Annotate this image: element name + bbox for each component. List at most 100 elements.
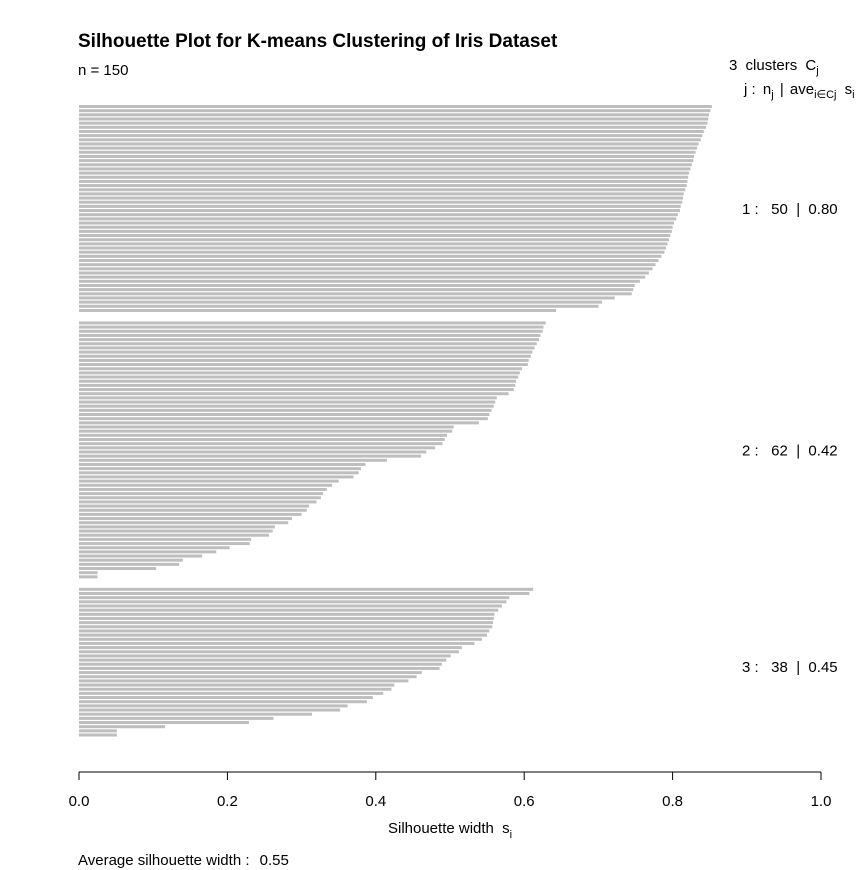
- silhouette-bar-c2-40: [79, 483, 333, 487]
- silhouette-bar-c1-22: [79, 192, 684, 196]
- silhouette-bar-c1-28: [79, 217, 677, 221]
- silhouette-bar-c1-48: [79, 300, 603, 304]
- x-ticks: 0.0 0.2 0.4 0.6 0.8 1.0: [69, 772, 831, 810]
- silhouette-bar-c1-27: [79, 213, 678, 217]
- x-tick-label-0: 0.0: [69, 793, 90, 810]
- legend-word: clusters: [746, 57, 798, 74]
- silhouette-bar-c2-29: [79, 437, 445, 441]
- silhouette-bar-c2-21: [79, 404, 494, 408]
- silhouette-bar-c2-31: [79, 446, 436, 450]
- silhouette-bar-c2-39: [79, 479, 339, 483]
- silhouette-bar-c2-19: [79, 396, 497, 400]
- silhouette-bar-c3-8: [79, 616, 494, 620]
- silhouette-bar-c2-14: [79, 375, 519, 379]
- silhouette-bar-c2-62: [79, 575, 98, 579]
- silhouette-bar-c1-3: [79, 113, 709, 117]
- silhouette-bar-c3-34: [79, 725, 166, 729]
- silhouette-bar-c2-7: [79, 346, 535, 350]
- silhouette-bar-c2-4: [79, 333, 541, 337]
- legend-header: 3 clusters Cj j : nj | avei∈Cj si: [729, 57, 855, 101]
- silhouette-bar-c2-27: [79, 429, 453, 433]
- silhouette-bar-c1-19: [79, 179, 688, 183]
- silhouette-bar-c1-49: [79, 304, 599, 308]
- silhouette-bar-c3-9: [79, 621, 494, 625]
- silhouette-bar-c3-5: [79, 604, 502, 608]
- silhouette-bar-c2-37: [79, 471, 359, 475]
- legend-ave: ave: [790, 81, 814, 98]
- legend-sym: C: [805, 57, 816, 74]
- silhouette-bar-c1-38: [79, 259, 659, 263]
- silhouette-bar-c2-24: [79, 417, 488, 421]
- silhouette-bar-c3-6: [79, 608, 499, 612]
- silhouette-bar-c1-45: [79, 288, 634, 292]
- silhouette-bar-c1-39: [79, 263, 656, 267]
- silhouette-bar-c1-4: [79, 117, 709, 121]
- silhouette-bar-c1-46: [79, 292, 632, 296]
- svg-text:3 clusters Cj: 3 clusters Cj: [729, 57, 819, 77]
- silhouette-bar-c3-2: [79, 591, 530, 595]
- silhouette-bar-c3-1: [79, 587, 534, 591]
- silhouette-bar-c1-2: [79, 109, 711, 113]
- silhouette-bar-c3-19: [79, 662, 442, 666]
- silhouette-bar-c2-38: [79, 475, 354, 479]
- silhouette-bar-c2-47: [79, 512, 302, 516]
- silhouette-bar-c3-18: [79, 658, 447, 662]
- silhouette-bar-c3-21: [79, 671, 422, 675]
- silhouette-bar-c2-46: [79, 508, 307, 512]
- silhouette-bar-c2-1: [79, 321, 546, 325]
- silhouette-bar-c2-20: [79, 400, 496, 404]
- silhouette-bar-c2-51: [79, 529, 273, 533]
- silhouette-bar-c1-34: [79, 242, 668, 246]
- silhouette-bar-c1-18: [79, 175, 689, 179]
- legend-s-sub: i: [852, 89, 854, 101]
- silhouette-bar-c2-22: [79, 408, 492, 412]
- silhouette-bar-c1-26: [79, 209, 681, 213]
- silhouette-bar-c3-23: [79, 679, 409, 683]
- silhouette-bar-c1-32: [79, 234, 671, 238]
- silhouette-bar-c2-15: [79, 379, 517, 383]
- chart-subtitle: n = 150: [78, 62, 128, 79]
- silhouette-bar-c2-13: [79, 371, 520, 375]
- silhouette-bar-c2-61: [79, 571, 98, 575]
- silhouette-bar-c2-45: [79, 504, 310, 508]
- silhouette-bar-c2-17: [79, 388, 514, 392]
- silhouette-bar-c2-23: [79, 413, 490, 417]
- silhouette-bar-c3-7: [79, 612, 495, 616]
- silhouette-bar-c1-16: [79, 167, 691, 171]
- legend-n-sub: j: [770, 89, 773, 101]
- silhouette-bar-c3-14: [79, 641, 475, 645]
- silhouette-bar-c2-55: [79, 546, 230, 550]
- silhouette-bar-c2-48: [79, 517, 292, 521]
- silhouette-bar-c3-13: [79, 637, 482, 641]
- silhouette-bar-c2-49: [79, 521, 289, 525]
- silhouette-bar-c3-25: [79, 687, 392, 691]
- silhouette-bar-c1-5: [79, 121, 708, 125]
- silhouette-bar-c3-24: [79, 683, 395, 687]
- silhouette-bar-c3-20: [79, 666, 440, 670]
- silhouette-bar-c2-36: [79, 467, 361, 471]
- x-axis-label: Silhouette width si: [388, 820, 512, 841]
- silhouette-bar-c1-25: [79, 204, 681, 208]
- cluster-labels: 1 : 50 | 0.80 2 : 62 | 0.42 3 : 38 | 0.45: [742, 201, 838, 676]
- silhouette-bar-c3-32: [79, 716, 274, 720]
- silhouette-bar-c2-18: [79, 392, 509, 396]
- silhouette-bar-c1-7: [79, 129, 704, 133]
- silhouette-bar-c2-6: [79, 342, 537, 346]
- chart-title: Silhouette Plot for K-means Clustering o…: [78, 31, 558, 52]
- x-tick-label-2: 0.4: [365, 793, 386, 810]
- silhouette-bar-c2-10: [79, 358, 529, 362]
- x-axis: 0.0 0.2 0.4 0.6 0.8 1.0: [69, 771, 831, 810]
- silhouette-bar-c3-31: [79, 712, 312, 716]
- silhouette-bar-c1-43: [79, 279, 640, 283]
- legend-n: n: [763, 81, 771, 98]
- silhouette-bar-c2-30: [79, 442, 443, 446]
- silhouette-bar-c1-36: [79, 250, 665, 254]
- silhouette-bar-c3-22: [79, 675, 417, 679]
- silhouette-bar-c2-8: [79, 350, 533, 354]
- silhouette-bar-c2-11: [79, 363, 528, 367]
- silhouette-bar-c1-33: [79, 238, 669, 242]
- legend-ave-sub: i∈Cj: [814, 89, 836, 101]
- silhouette-bar-c3-10: [79, 625, 493, 629]
- silhouette-bar-c1-1: [79, 105, 712, 108]
